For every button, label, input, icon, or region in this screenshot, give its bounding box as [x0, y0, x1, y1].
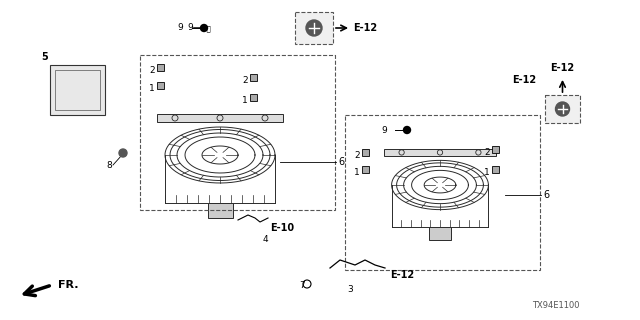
- Text: 2: 2: [484, 148, 490, 156]
- Circle shape: [119, 149, 127, 157]
- Text: 2: 2: [149, 66, 155, 75]
- Bar: [492, 165, 499, 172]
- Bar: [140, 55, 335, 210]
- Text: FR.: FR.: [58, 280, 79, 290]
- Bar: [250, 74, 257, 81]
- Text: 1: 1: [355, 167, 360, 177]
- Circle shape: [306, 20, 322, 36]
- Text: 6: 6: [543, 190, 549, 200]
- Bar: [250, 93, 257, 100]
- Bar: [157, 114, 283, 122]
- Text: 5: 5: [41, 52, 48, 62]
- Bar: [207, 203, 232, 218]
- Bar: [345, 115, 540, 270]
- Bar: [545, 95, 580, 123]
- Text: 1: 1: [243, 95, 248, 105]
- Bar: [492, 146, 499, 153]
- Text: E-12: E-12: [390, 270, 414, 280]
- Bar: [383, 149, 497, 156]
- Text: 9: 9: [177, 22, 183, 31]
- Text: 8: 8: [106, 161, 112, 170]
- Bar: [295, 12, 333, 44]
- Text: 1: 1: [484, 167, 490, 177]
- Bar: [362, 165, 369, 172]
- Circle shape: [556, 102, 570, 116]
- Text: 9: 9: [381, 125, 387, 134]
- Text: E-12: E-12: [512, 75, 536, 85]
- Text: 2: 2: [243, 76, 248, 84]
- Bar: [157, 82, 164, 89]
- Text: E-12: E-12: [550, 63, 575, 73]
- Bar: [429, 227, 451, 240]
- Text: 4: 4: [262, 235, 268, 244]
- Text: 3: 3: [347, 285, 353, 294]
- Text: TX94E1100: TX94E1100: [532, 301, 580, 310]
- Text: E-12: E-12: [353, 23, 377, 33]
- Bar: [157, 63, 164, 70]
- Bar: [362, 148, 369, 156]
- Text: 7: 7: [300, 281, 305, 290]
- Text: E-10: E-10: [270, 223, 294, 233]
- Text: 9—: 9—: [188, 23, 202, 32]
- Text: 1: 1: [149, 84, 155, 92]
- Text: 2: 2: [355, 150, 360, 159]
- Circle shape: [200, 25, 207, 31]
- Text: ⬛: ⬛: [202, 25, 211, 32]
- Text: 6: 6: [338, 157, 344, 167]
- Circle shape: [403, 126, 410, 133]
- Bar: [50, 65, 105, 115]
- Bar: [55, 70, 100, 110]
